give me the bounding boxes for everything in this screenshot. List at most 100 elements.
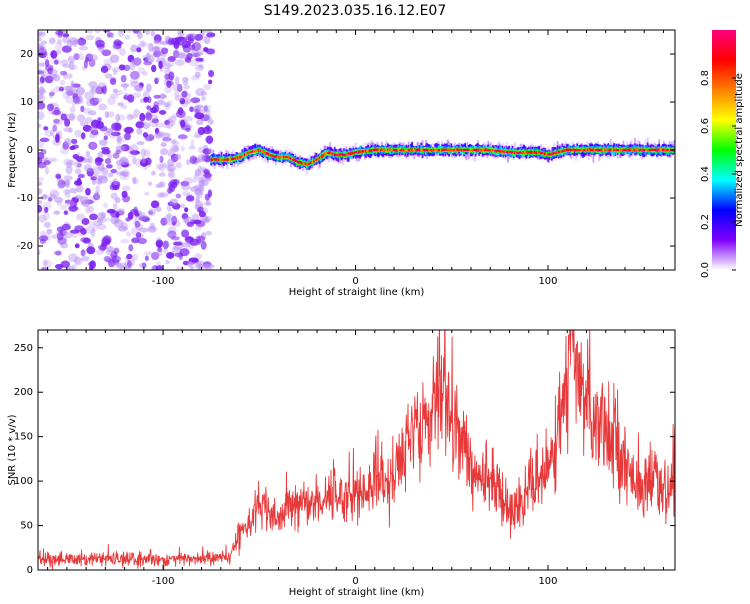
noise-blob — [111, 43, 118, 51]
noise-blob — [156, 248, 163, 256]
noise-blob — [204, 216, 210, 223]
ridge-mark — [563, 149, 566, 152]
noise-blob — [182, 97, 192, 105]
noise-blob — [81, 217, 90, 226]
ridge-mark — [302, 162, 305, 166]
ridge-mark — [322, 153, 325, 157]
ridge-mark — [309, 161, 312, 164]
ridge-mark — [652, 149, 655, 152]
noise-blob — [155, 183, 161, 189]
ridge-mark — [535, 151, 538, 155]
noise-blob — [55, 30, 64, 36]
ridge-mark — [218, 158, 221, 161]
noise-blob — [206, 32, 216, 38]
ridge-mark — [533, 150, 536, 154]
ridge-mark — [470, 148, 472, 152]
noise-blob — [87, 155, 93, 164]
noise-blob — [185, 159, 191, 166]
ridge-mark — [358, 150, 360, 154]
noise-blob — [138, 227, 149, 233]
ridge-mark — [582, 146, 584, 158]
noise-blob — [135, 232, 142, 239]
snr-xlabel: Height of straight line (km) — [289, 587, 425, 598]
noise-blob — [137, 67, 146, 74]
ridge-mark — [390, 148, 393, 151]
ridge-mark — [503, 150, 506, 153]
noise-blob — [142, 262, 147, 269]
noise-blob — [126, 30, 132, 33]
noise-blob — [68, 127, 73, 133]
ridge-mark — [273, 153, 276, 158]
noise-blob — [81, 200, 88, 206]
noise-blob — [172, 241, 183, 246]
noise-blob — [158, 163, 167, 172]
ridge-mark — [517, 151, 520, 154]
noise-blob — [60, 204, 67, 210]
noise-blob — [164, 73, 171, 80]
noise-blob — [38, 62, 46, 67]
ridge-mark — [321, 154, 323, 158]
ridge-mark — [303, 162, 306, 165]
noise-blob — [58, 86, 65, 92]
noise-blob — [64, 199, 72, 204]
ridge-mark — [571, 148, 574, 152]
noise-blob — [38, 36, 42, 42]
ridge-mark — [406, 148, 409, 152]
noise-blob — [177, 107, 184, 115]
ridge-mark — [474, 148, 477, 152]
ridge-mark — [226, 158, 229, 162]
noise-blob — [159, 192, 169, 198]
ridge-mark — [480, 146, 483, 160]
spectrogram-ytick-label: 20 — [20, 49, 33, 60]
noise-blob — [76, 162, 82, 168]
ridge-mark — [241, 154, 244, 157]
noise-blob — [117, 102, 125, 107]
ridge-mark — [511, 151, 514, 154]
ridge-mark — [425, 148, 427, 151]
ridge-mark — [368, 149, 371, 153]
noise-blob — [39, 238, 46, 244]
ridge-mark — [505, 151, 508, 154]
noise-blob — [132, 156, 137, 165]
ridge-mark — [393, 149, 396, 152]
noise-blob — [172, 145, 180, 153]
noise-blob — [185, 127, 191, 132]
noise-blob — [69, 88, 79, 94]
noise-blob — [162, 162, 168, 169]
ridge-mark — [647, 149, 650, 151]
noise-blob — [63, 175, 73, 181]
ridge-mark — [345, 153, 348, 157]
ridge-mark — [247, 150, 250, 160]
noise-blob — [119, 30, 124, 33]
ridge-mark — [570, 149, 573, 151]
noise-blob — [119, 173, 130, 181]
noise-blob — [53, 196, 64, 203]
noise-blob — [181, 77, 189, 83]
ridge-mark — [400, 148, 403, 152]
noise-blob — [152, 133, 163, 139]
noise-blob — [97, 217, 103, 225]
noise-blob — [181, 242, 191, 248]
noise-blob — [174, 59, 185, 67]
noise-blob — [60, 113, 68, 121]
noise-blob — [147, 225, 157, 233]
noise-blob — [169, 167, 175, 173]
noise-blob — [198, 64, 204, 69]
ridge-mark — [381, 148, 383, 152]
noise-blob — [123, 82, 128, 92]
noise-blob — [150, 30, 156, 37]
noise-blob — [82, 124, 92, 132]
ridge-mark — [666, 148, 669, 152]
noise-blob — [95, 39, 105, 48]
noise-blob — [61, 223, 71, 231]
noise-blob — [113, 202, 118, 210]
noise-blob — [110, 32, 115, 39]
noise-blob — [132, 92, 142, 99]
noise-blob — [176, 266, 185, 270]
noise-blob — [120, 74, 127, 83]
noise-blob — [155, 206, 162, 212]
ridge-mark — [432, 148, 434, 152]
ridge-mark — [586, 148, 589, 152]
noise-blob — [203, 169, 211, 175]
